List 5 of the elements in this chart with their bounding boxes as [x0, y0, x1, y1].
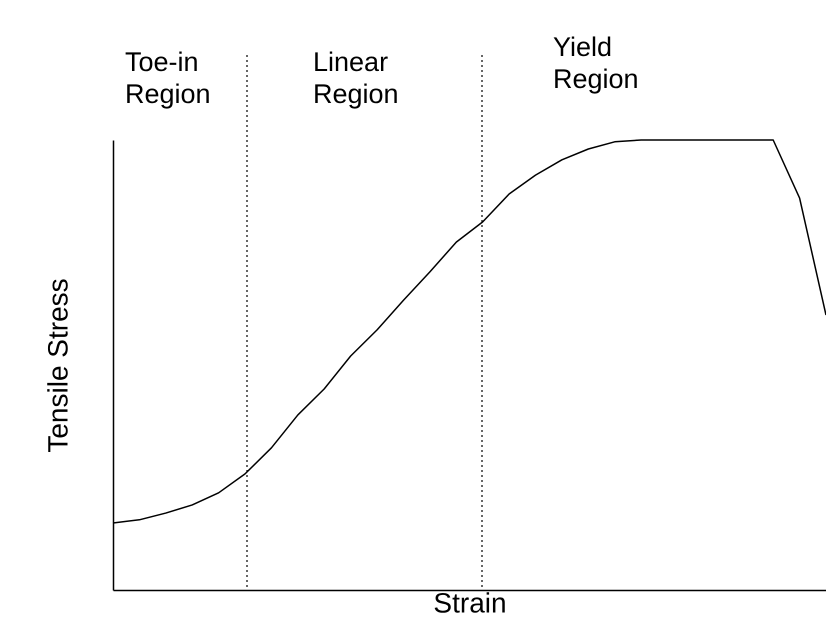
text: Yield Region: [553, 32, 639, 94]
x-axis-title: Strain: [433, 588, 507, 618]
y-axis-title: Tensile Stress: [42, 278, 74, 453]
text: Toe-in Region: [125, 47, 211, 109]
text: Linear Region: [313, 47, 399, 109]
